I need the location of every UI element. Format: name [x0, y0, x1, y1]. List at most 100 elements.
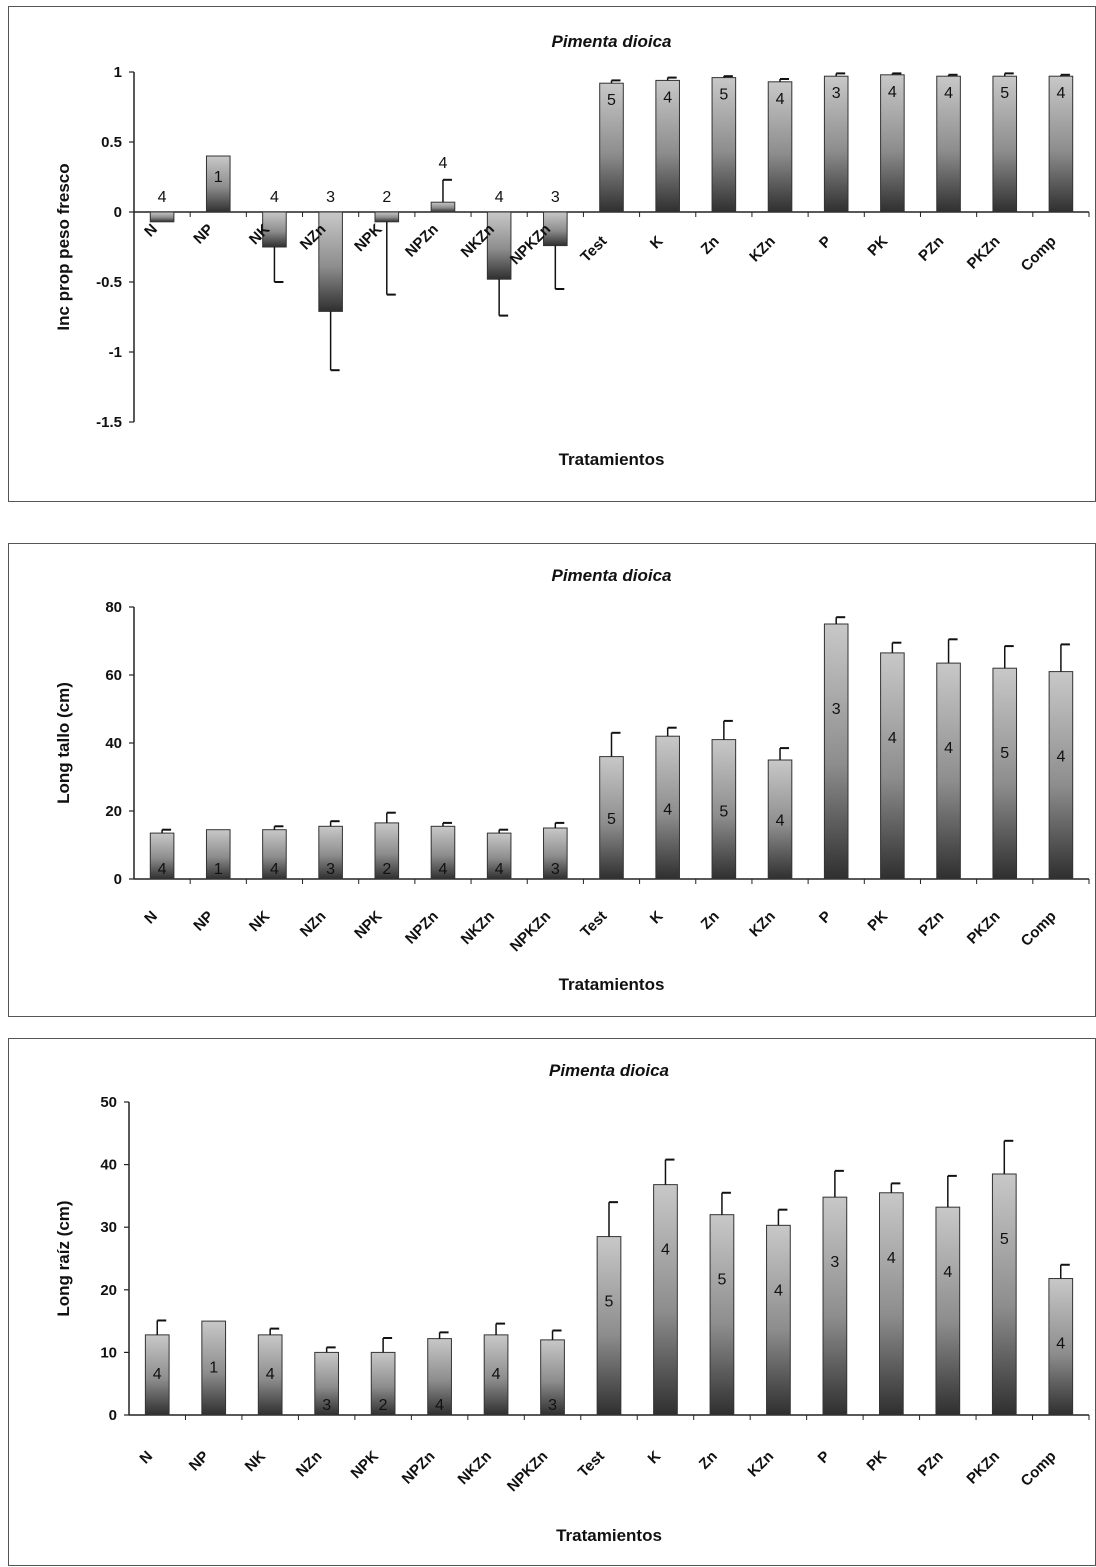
n-label-P: 3 [832, 701, 841, 718]
n-label-PZn: 4 [943, 1264, 952, 1281]
bar-Test [596, 1236, 622, 1416]
n-label-NK: 4 [270, 861, 279, 878]
bar-NZn [314, 1351, 340, 1416]
chart-panel-long-raiz: Pimenta dioica 50 40 30 20 10 0 Long raíz (cm) T… [8, 1038, 1096, 1566]
n-label-PKZn: 5 [1000, 1231, 1009, 1248]
x-tick-label-PK: PK [863, 1448, 890, 1475]
n-label-NP: 1 [214, 169, 223, 186]
n-label-NPZn: 4 [439, 155, 448, 172]
chart-svg-long-raiz: Pimenta dioica 50 40 30 20 10 0 Long raíz (cm) T… [54, 1061, 1090, 1545]
bar-NPK [374, 822, 400, 880]
n-label-N: 4 [153, 1366, 162, 1383]
bar-NKZn [483, 1334, 509, 1416]
y-tick-label: 40 [105, 735, 122, 752]
x-tick-label-KZn: KZn [745, 1448, 778, 1481]
x-tick-label-P: P [815, 1448, 834, 1467]
n-label-Test: 5 [607, 811, 616, 828]
chart-title: Pimenta dioica [549, 1061, 669, 1080]
y-axis-title: Inc prop peso fresco [54, 163, 73, 330]
n-label-PZn: 4 [944, 740, 953, 757]
x-tick-label-Zn: Zn [698, 233, 723, 258]
n-label-Zn: 5 [717, 1272, 726, 1289]
x-tick-label-NPK: NPK [351, 908, 386, 943]
y-tick-label: 20 [105, 803, 122, 820]
n-label-N: 4 [158, 861, 167, 878]
n-label-NPKZn: 3 [548, 1397, 557, 1414]
y-tick-label: 0 [114, 871, 122, 888]
x-tick-label-NPZn: NPZn [402, 221, 442, 261]
x-tick-label-NPKZn: NPKZn [507, 908, 554, 955]
bar-NP [205, 829, 231, 880]
n-label-K: 4 [661, 1242, 670, 1259]
bar-KZn [766, 1224, 791, 1416]
n-label-NP: 1 [214, 861, 223, 878]
n-label-P: 3 [832, 85, 841, 102]
bar-NPZn [430, 201, 456, 213]
y-tick-label: -1.5 [96, 414, 122, 431]
x-tick-label-NKZn: NKZn [458, 908, 498, 948]
x-tick-label-P: P [816, 233, 835, 252]
bar-P [822, 1196, 848, 1416]
x-tick-label-NP: NP [186, 1448, 213, 1475]
x-tick-label-Test: Test [577, 908, 610, 941]
n-label-K: 4 [663, 89, 672, 106]
x-tick-label-K: K [645, 1448, 665, 1468]
x-tick-label-K: K [647, 908, 667, 928]
x-tick-label-NZn: NZn [297, 908, 330, 941]
bar-P [823, 623, 849, 880]
n-label-NPK: 2 [379, 1397, 388, 1414]
bar-PKZn [991, 1173, 1017, 1416]
x-axis-title: Tratamientos [559, 975, 665, 994]
bar-NP [205, 155, 231, 213]
y-tick-label: 60 [105, 667, 122, 684]
n-label-PK: 4 [888, 730, 897, 747]
x-tick-label-NZn: NZn [293, 1448, 326, 1481]
n-label-Test: 5 [607, 92, 616, 109]
n-label-NP: 1 [209, 1360, 218, 1377]
x-tick-label-PK: PK [864, 233, 891, 260]
x-tick-label-Comp: Comp [1018, 233, 1060, 275]
bar-PZn [935, 1206, 961, 1416]
n-label-NPK: 2 [382, 189, 391, 206]
bar-NPK [370, 1351, 396, 1416]
x-tick-label-PKZn: PKZn [964, 908, 1004, 948]
x-tick-label-NP: NP [190, 908, 217, 935]
y-tick-label: 10 [100, 1344, 117, 1361]
x-tick-label-KZn: KZn [746, 908, 779, 941]
n-label-NK: 4 [270, 189, 279, 206]
n-label-NPKZn: 3 [551, 861, 560, 878]
n-label-PKZn: 5 [1000, 745, 1009, 762]
x-tick-label-PZn: PZn [915, 1448, 947, 1480]
x-tick-label-NPZn: NPZn [399, 1448, 439, 1488]
y-tick-label: 0 [114, 204, 122, 221]
x-axis-title: Tratamientos [556, 1526, 662, 1545]
bar-NPK [374, 211, 400, 223]
n-label-Test: 5 [605, 1294, 614, 1311]
x-tick-label-PZn: PZn [915, 233, 947, 265]
x-tick-label-PK: PK [864, 908, 891, 935]
y-tick-label: 80 [105, 599, 122, 616]
x-tick-label-NK: NK [246, 908, 273, 935]
n-label-Comp: 4 [1056, 85, 1065, 102]
y-tick-label: 20 [100, 1282, 117, 1299]
n-label-NKZn: 4 [495, 189, 504, 206]
n-label-NKZn: 4 [495, 861, 504, 878]
y-tick-label: 40 [100, 1157, 117, 1174]
x-tick-label-KZn: KZn [746, 233, 779, 266]
chart-title: Pimenta dioica [552, 32, 672, 51]
n-label-Comp: 4 [1056, 1336, 1065, 1353]
chart-panel-long-tallo: Pimenta dioica 80 60 40 20 0 Long tallo (cm) Tr… [8, 543, 1096, 1017]
x-tick-label-P: P [816, 908, 835, 927]
bar-NP [201, 1320, 227, 1416]
x-tick-label-PKZn: PKZn [964, 233, 1004, 273]
x-tick-label-Comp: Comp [1018, 908, 1060, 950]
n-label-NPZn: 4 [439, 861, 448, 878]
bar-K [653, 1184, 678, 1416]
n-label-KZn: 4 [776, 812, 785, 829]
bar-N [149, 211, 175, 223]
n-label-NZn: 3 [326, 189, 335, 206]
y-tick-label: 1 [114, 64, 122, 81]
x-tick-label-NP: NP [190, 221, 217, 248]
y-axis-title: Long raíz (cm) [54, 1200, 73, 1316]
n-label-KZn: 4 [776, 91, 785, 108]
